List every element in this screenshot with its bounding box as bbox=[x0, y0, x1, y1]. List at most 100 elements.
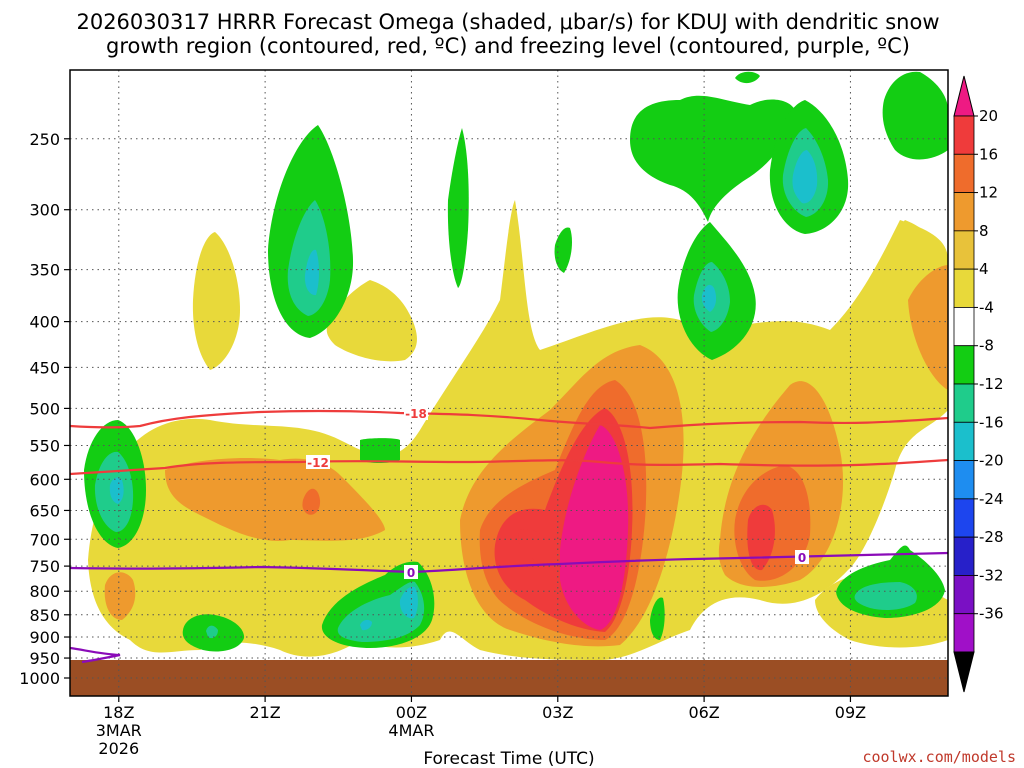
contour-labels: -18 -12 0 0 bbox=[306, 406, 809, 580]
freezing-level-surface-contour bbox=[70, 646, 121, 664]
x-tick-label: 09Z bbox=[835, 703, 866, 722]
colorbar-tick-label: 12 bbox=[979, 184, 998, 202]
colorbar-tick-label: 20 bbox=[979, 107, 998, 125]
ground-surface-edge bbox=[70, 660, 948, 664]
y-tick-label: 350 bbox=[29, 261, 60, 280]
omega-band-neg8-12-f bbox=[854, 582, 917, 611]
colorbar-segment bbox=[953, 153, 975, 193]
y-tick-label: 400 bbox=[29, 313, 60, 332]
chart-title-line1: 2026030317 HRRR Forecast Omega (shaded, … bbox=[76, 10, 939, 34]
colorbar-tick-label: 16 bbox=[979, 145, 998, 163]
omega-band-4-8-mid bbox=[326, 280, 417, 362]
colorbar-tick-label: -4 bbox=[979, 298, 994, 316]
colorbar-segment bbox=[953, 192, 975, 232]
omega-band-gt20 bbox=[560, 425, 629, 630]
freezing-label-right: 0 bbox=[798, 551, 806, 565]
contours bbox=[70, 409, 948, 664]
omega-shading bbox=[70, 71, 948, 696]
freezing-level-contour bbox=[70, 551, 948, 574]
label-bg bbox=[306, 455, 330, 469]
x-tick-sublabel: 2026 bbox=[98, 739, 139, 758]
colorbar-tick-label: -24 bbox=[979, 490, 1004, 508]
omega-band-neg4-8-c bbox=[554, 227, 572, 273]
omega-band-neg12-16-d bbox=[109, 477, 124, 504]
omega-band-neg8-12-g bbox=[206, 625, 218, 639]
colorbar-segment bbox=[953, 575, 975, 615]
y-tick-label: 750 bbox=[29, 557, 60, 576]
credit-text: coolwx.com/models bbox=[862, 748, 1016, 766]
y-tick-label: 800 bbox=[29, 582, 60, 601]
y-tick-label: 900 bbox=[29, 628, 60, 647]
omega-band-neg4-8-g bbox=[882, 71, 948, 160]
colorbar-bottom-arrow bbox=[953, 651, 975, 693]
omega-band-8-12-left-low bbox=[104, 572, 136, 620]
omega-band-neg4-8-j bbox=[360, 438, 400, 463]
omega-band-neg4-8-d bbox=[630, 95, 795, 222]
omega-band-8-12-far-right bbox=[908, 265, 948, 390]
freezing-label-left: 0 bbox=[407, 566, 415, 580]
colorbar-segment bbox=[953, 115, 975, 155]
x-tick-sublabel: 4MAR bbox=[388, 721, 434, 740]
label-bg bbox=[404, 406, 428, 420]
colorbar-segment bbox=[953, 498, 975, 538]
colorbar-tick-label: -28 bbox=[979, 528, 1004, 546]
colorbar-segment bbox=[953, 421, 975, 461]
omega-band-16-20-right bbox=[747, 504, 775, 571]
colorbar-segment bbox=[953, 536, 975, 576]
dgz-upper-contour bbox=[70, 409, 948, 430]
y-tick-label: 650 bbox=[29, 501, 60, 520]
y-tick-label: 1000 bbox=[19, 669, 60, 688]
colorbar-tick-label: 4 bbox=[979, 260, 989, 278]
colorbar-tick-label: -12 bbox=[979, 375, 1004, 393]
dgz-upper-label: -18 bbox=[405, 407, 427, 421]
y-tick-label: 700 bbox=[29, 530, 60, 549]
x-tick-label: 21Z bbox=[249, 703, 280, 722]
omega-band-neg12-16-e bbox=[701, 284, 717, 312]
omega-band-neg4-8-n bbox=[650, 597, 665, 640]
x-axis-label: Forecast Time (UTC) bbox=[423, 749, 594, 768]
colorbar-top-arrow bbox=[953, 75, 975, 117]
label-bg bbox=[404, 565, 418, 579]
y-tick-label: 300 bbox=[29, 201, 60, 220]
colorbar: 20 16 12 8 4 -4 -8 -12 -16 -20 -24 -28 -32 -36 bbox=[953, 75, 1004, 693]
omega-band-12-16-left bbox=[302, 488, 321, 515]
omega-band-8-12-left bbox=[165, 458, 385, 541]
y-tick-label: 600 bbox=[29, 470, 60, 489]
ground-surface bbox=[70, 660, 948, 696]
x-tick-label: 00Z bbox=[396, 703, 427, 722]
omega-band-neg4-8-b bbox=[447, 128, 469, 288]
x-tick-label: 06Z bbox=[688, 703, 719, 722]
omega-band-neg12-16-c bbox=[399, 586, 418, 619]
x-tick-label: 18Z bbox=[103, 703, 134, 722]
dgz-lower-label: -12 bbox=[307, 456, 329, 470]
colorbar-segment bbox=[953, 230, 975, 270]
y-tick-label: 500 bbox=[29, 399, 60, 418]
omega-band-neg12-16-f bbox=[360, 619, 372, 631]
colorbar-tick-label: -32 bbox=[979, 566, 1004, 584]
colorbar-segment bbox=[953, 613, 975, 653]
omega-band-neg4-8-h bbox=[735, 71, 760, 84]
y-axis: 250 300 350 400 450 500 550 600 650 700 750 800 850 9… bbox=[19, 130, 70, 688]
y-tick-label: 850 bbox=[29, 606, 60, 625]
colorbar-tick-label: -20 bbox=[979, 452, 1004, 470]
y-tick-label: 450 bbox=[29, 358, 60, 377]
label-bg bbox=[795, 550, 809, 564]
colorbar-segment bbox=[953, 460, 975, 500]
omega-band-gt20-tongue bbox=[518, 529, 560, 564]
colorbar-segment bbox=[953, 307, 975, 347]
omega-band-4-8-upper-left bbox=[192, 232, 240, 370]
y-tick-label: 550 bbox=[29, 436, 60, 455]
omega-band-neg12-16-b bbox=[792, 150, 818, 204]
colorbar-tick-label: 8 bbox=[979, 222, 989, 240]
colorbar-tick-label: -16 bbox=[979, 413, 1004, 431]
colorbar-tick-label: -8 bbox=[979, 337, 994, 355]
x-tick-sublabel: 3MAR bbox=[96, 721, 142, 740]
colorbar-segment bbox=[953, 345, 975, 385]
y-tick-label: 250 bbox=[29, 130, 60, 149]
colorbar-segment bbox=[953, 268, 975, 308]
y-tick-label: 950 bbox=[29, 649, 60, 668]
dgz-lower-contour bbox=[70, 458, 948, 476]
colorbar-segment bbox=[953, 383, 975, 423]
